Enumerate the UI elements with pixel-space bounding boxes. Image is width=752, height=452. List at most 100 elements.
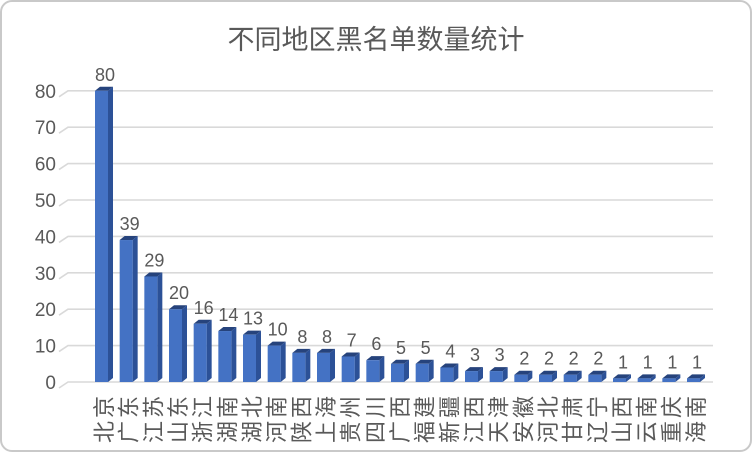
bar-top-face (539, 370, 557, 375)
bar[interactable] (687, 374, 705, 382)
bar[interactable] (144, 272, 163, 382)
bar-side-face (650, 374, 656, 382)
bar-top-face (169, 305, 187, 310)
gridline (58, 235, 713, 244)
bar-front-face (144, 276, 158, 382)
data-label: 5 (421, 338, 431, 358)
category-label: 湖北 (240, 393, 265, 443)
bar-side-face (675, 374, 681, 382)
category-label: 上海 (314, 393, 339, 443)
bar-front-face (514, 374, 528, 382)
data-label: 1 (618, 352, 628, 372)
bar-side-face (626, 374, 631, 382)
bar[interactable] (218, 327, 237, 382)
bar-side-face (354, 352, 360, 382)
bar[interactable] (465, 367, 483, 382)
bar-front-face (415, 363, 429, 382)
bar-side-face (552, 370, 557, 382)
bar[interactable] (415, 359, 434, 382)
gridline (58, 272, 713, 280)
category-label: 海南 (684, 393, 709, 443)
bar[interactable] (662, 374, 681, 382)
bar-top-face (514, 370, 533, 375)
bar-top-face (317, 348, 335, 353)
bar-top-face (341, 352, 360, 357)
bar-side-face (379, 356, 385, 382)
chart-title: 不同地区黑名单数量统计 (228, 25, 525, 55)
bar-front-face (317, 352, 330, 382)
bar-top-face (465, 367, 483, 372)
bar[interactable] (366, 356, 385, 382)
bar-front-face (243, 334, 256, 382)
data-label: 14 (218, 305, 238, 325)
y-tick-label: 70 (35, 118, 56, 139)
bar[interactable] (489, 367, 508, 382)
category-label: 贵州 (339, 393, 364, 443)
labels-group: 80北京39广东29江苏20山东16浙江14湖南13湖北10河南8陕西8上海7贵… (92, 65, 709, 443)
data-label: 8 (297, 327, 307, 347)
category-label: 广东 (117, 393, 142, 443)
gridline (58, 381, 713, 389)
gridlines: 0 10 20 30 40 50 60 70 80 (35, 82, 713, 394)
bar[interactable] (292, 348, 311, 382)
bar[interactable] (119, 236, 138, 382)
category-label: 安徽 (511, 393, 536, 443)
bar-front-face (391, 363, 404, 382)
bar-top-face (588, 370, 607, 375)
bar-top-face (391, 359, 409, 364)
data-label: 2 (569, 349, 579, 369)
category-label: 陕西 (289, 393, 314, 443)
bar-front-face (193, 323, 207, 382)
gridline (58, 126, 713, 134)
bar-top-face (637, 374, 656, 379)
data-label: 2 (593, 349, 603, 369)
bar-front-face (267, 345, 281, 382)
bar[interactable] (514, 370, 533, 382)
bar[interactable] (613, 374, 631, 382)
bar[interactable] (317, 348, 335, 382)
bar[interactable] (637, 374, 656, 382)
bar-front-face (218, 331, 232, 382)
gridline (58, 308, 713, 316)
data-label: 1 (667, 352, 677, 372)
y-tick-label: 30 (35, 264, 56, 285)
bar[interactable] (243, 330, 261, 382)
bar[interactable] (193, 319, 212, 382)
bar-front-face (440, 367, 454, 382)
bar[interactable] (539, 370, 557, 382)
category-label: 河北 (536, 393, 561, 443)
category-label: 山东 (166, 393, 191, 443)
bar-top-face (366, 356, 385, 361)
bar-side-face (280, 341, 286, 382)
bar-top-face (119, 236, 138, 241)
bar-front-face (292, 352, 306, 382)
bar-top-face (95, 86, 113, 91)
bar-top-face (613, 374, 631, 379)
bar[interactable] (588, 370, 607, 382)
bar[interactable] (267, 341, 286, 382)
bar-front-face (489, 371, 503, 382)
data-label: 2 (519, 349, 529, 369)
data-label: 80 (95, 65, 115, 85)
gridline (58, 90, 713, 98)
bar-front-face (662, 378, 676, 382)
bar-front-face (341, 356, 355, 382)
bar[interactable] (341, 352, 360, 382)
bar-side-face (231, 327, 237, 382)
bar[interactable] (440, 363, 459, 382)
bar[interactable] (391, 359, 409, 382)
bar[interactable] (95, 86, 113, 383)
data-label: 3 (470, 345, 480, 365)
bar-front-face (637, 378, 651, 382)
bar-top-face (243, 330, 261, 335)
bar-front-face (588, 374, 602, 382)
bar-front-face (563, 374, 577, 382)
bar[interactable] (563, 370, 582, 382)
category-label: 广西 (388, 393, 413, 443)
bar[interactable] (169, 305, 187, 382)
category-label: 重庆 (659, 393, 684, 443)
bar-side-face (182, 305, 187, 382)
bar-front-face (119, 240, 133, 382)
